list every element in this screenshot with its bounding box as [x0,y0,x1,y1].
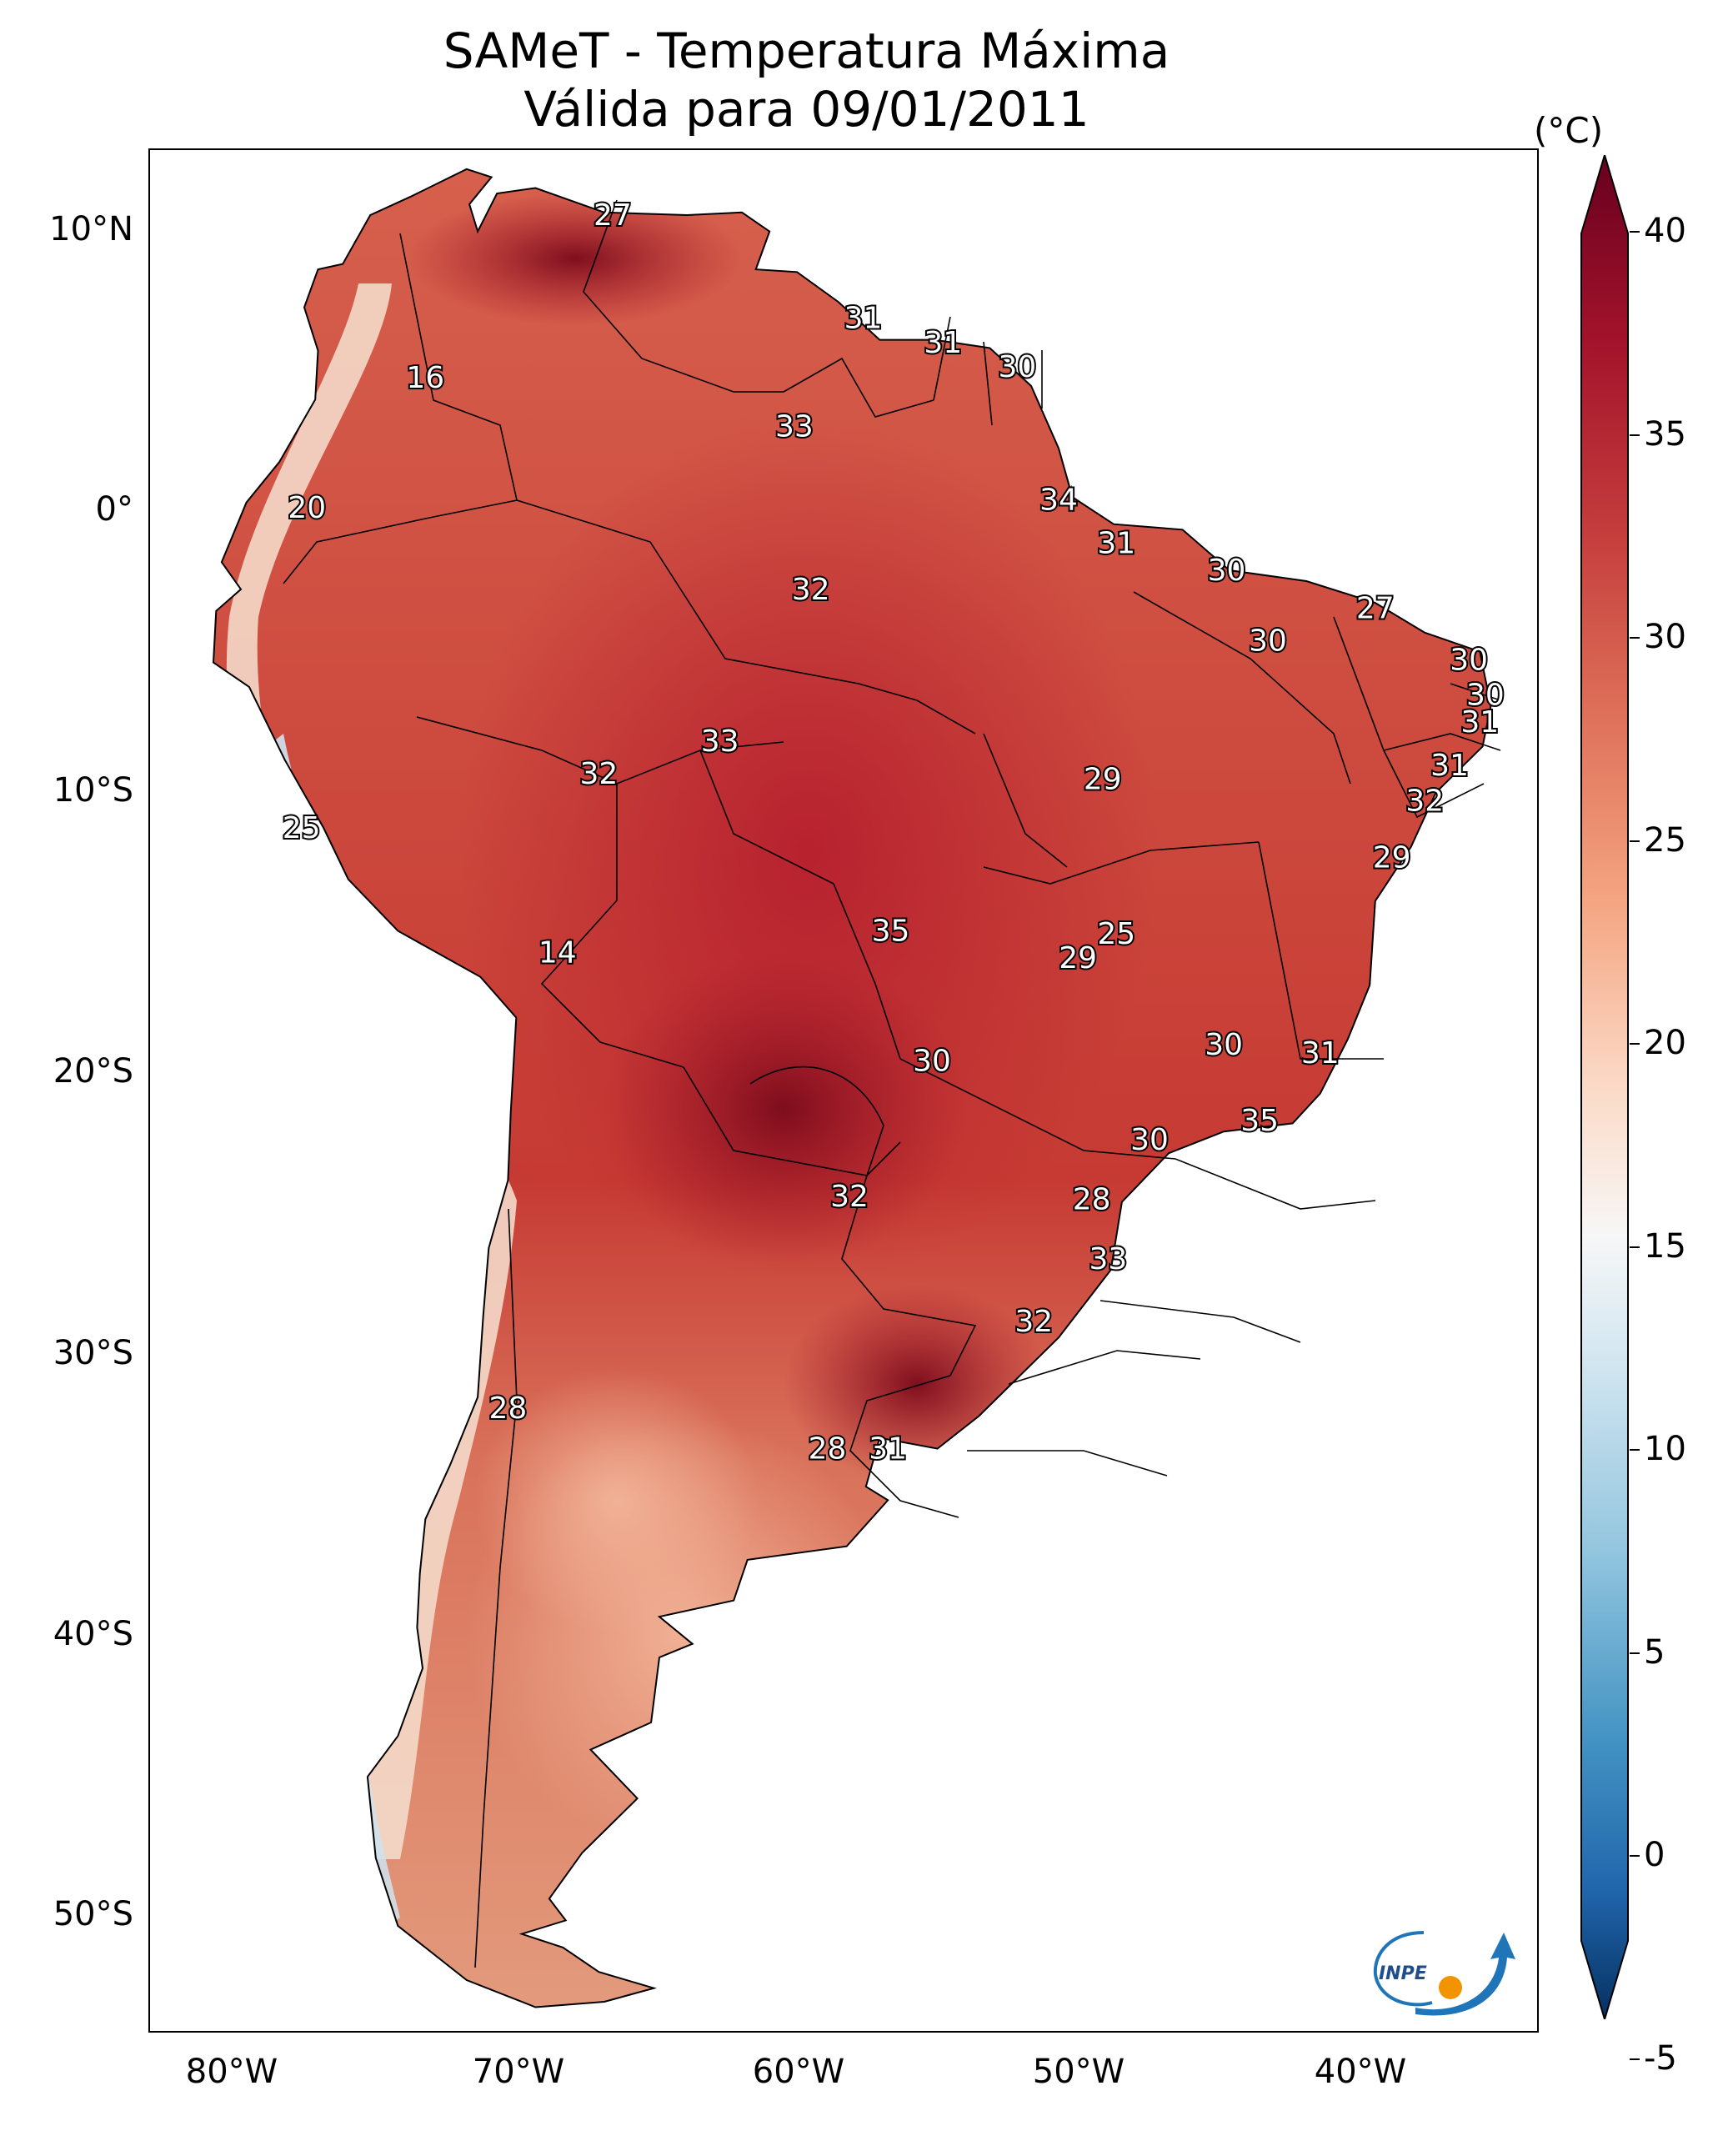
country-borders [283,199,1501,1968]
temperature-label-14: 30 [1466,679,1505,713]
temperature-label-18: 29 [1084,762,1122,796]
temperature-label-38: 31 [869,1432,907,1467]
temperature-label-30: 35 [1240,1104,1279,1138]
lon-label-60w: 60°W [752,2053,845,2091]
lat-label-40s: 40°S [53,1615,133,1653]
temperature-label-22: 29 [1373,841,1411,875]
coastline [212,168,1492,2008]
colorbar-tick-label: 40 [1644,212,1686,250]
colorbar-tick-label: 35 [1644,414,1686,454]
inpe-logo: INPE [1373,1931,1515,2016]
temperature-label-36: 28 [488,1391,527,1426]
temperature-label-33: 28 [1073,1182,1111,1216]
temperature-label-2: 20 [288,491,326,525]
colorbar-tick-label: -5 [1644,2039,1677,2078]
lat-label-10s: 10°S [53,771,133,810]
temperature-label-11: 27 [1356,592,1395,626]
colorbar-unit: (°C) [1534,110,1604,151]
inpe-arrow-icon [1415,1933,1515,2016]
temperature-label-5: 30 [998,350,1036,384]
temperature-label-27: 30 [1205,1028,1243,1062]
lat-label-0: 0° [95,490,133,529]
temperature-label-4: 31 [924,326,962,360]
colorbar-tick-label: 15 [1644,1226,1686,1266]
inpe-orbit-icon [1373,1931,1433,2007]
colorbar [1580,155,1629,2019]
temperature-label-23: 35 [872,915,910,949]
temperature-label-8: 31 [1097,527,1135,561]
temperature-label-28: 30 [913,1045,951,1079]
map-title: SAMeT - Temperatura Máxima [443,23,1170,79]
colorbar-tick-mark [1630,1449,1640,1452]
temperature-label-32: 32 [830,1180,869,1214]
colorbar-tick-mark [1630,2058,1640,2060]
colorbar-tick-mark [1630,231,1640,233]
temperature-label-0: 27 [594,198,632,233]
temperature-label-35: 32 [1014,1305,1053,1339]
lon-label-50w: 50°W [1032,2053,1125,2091]
temperature-label-31: 30 [1130,1123,1169,1157]
colorbar-tick-label: 0 [1644,1836,1665,1875]
temperature-label-10: 32 [792,573,830,607]
lon-label-40w: 40°W [1314,2053,1407,2091]
map-subtitle: Válida para 09/01/2011 [523,81,1089,138]
colorbar-tick-mark [1630,840,1640,842]
temperature-label-26: 14 [538,936,577,970]
temperature-label-37: 28 [809,1432,847,1467]
colorbar-tick-mark [1630,434,1640,436]
colorbar-tick-mark [1630,1652,1640,1654]
temperature-label-13: 30 [1450,643,1488,677]
colorbar-tick-label: 25 [1644,820,1686,860]
lat-label-30s: 30°S [53,1334,133,1372]
colorbar-tick-mark [1630,1855,1640,1858]
temperature-label-25: 29 [1059,941,1097,975]
temperature-label-3: 31 [844,302,883,336]
colorbar-tick-mark [1630,1246,1640,1248]
lat-label-10n: 10°N [49,210,133,248]
colorbar-tick-label: 5 [1644,1632,1665,1672]
temperature-label-6: 33 [775,410,814,444]
lon-label-80w: 80°W [185,2053,278,2091]
temperature-label-24: 25 [1097,917,1135,951]
temperature-label-16: 33 [701,725,739,759]
colorbar-tick-label: 10 [1644,1430,1686,1469]
inpe-sun-icon [1439,1976,1462,1999]
temperature-label-19: 31 [1430,749,1469,783]
lon-label-70w: 70°W [472,2053,565,2091]
temperature-label-20: 32 [1405,784,1444,818]
colorbar-tick-mark [1630,1043,1640,1045]
temperature-label-9: 30 [1208,554,1246,588]
colorbar-tick-label: 20 [1644,1024,1686,1063]
svg-text:INPE: INPE [1379,1963,1427,1984]
temperature-label-12: 30 [1249,624,1287,659]
colorbar-tick-mark [1630,637,1640,639]
temperature-label-29: 31 [1301,1036,1340,1070]
temperature-label-21: 25 [283,811,321,845]
temperature-label-34: 33 [1089,1242,1127,1276]
colorbar-tick-label: 30 [1644,618,1686,657]
temperature-label-15: 31 [1460,705,1499,740]
lat-label-20s: 20°S [53,1052,133,1091]
temperature-label-7: 34 [1039,484,1078,518]
lat-label-50s: 50°S [53,1895,133,1933]
temperature-label-17: 32 [579,757,618,791]
temperature-label-1: 16 [406,361,444,395]
map-panel: 27 16 20 31 31 30 33 34 31 30 32 27 30 30 30 31 33 32 29 31… [148,148,1539,2033]
